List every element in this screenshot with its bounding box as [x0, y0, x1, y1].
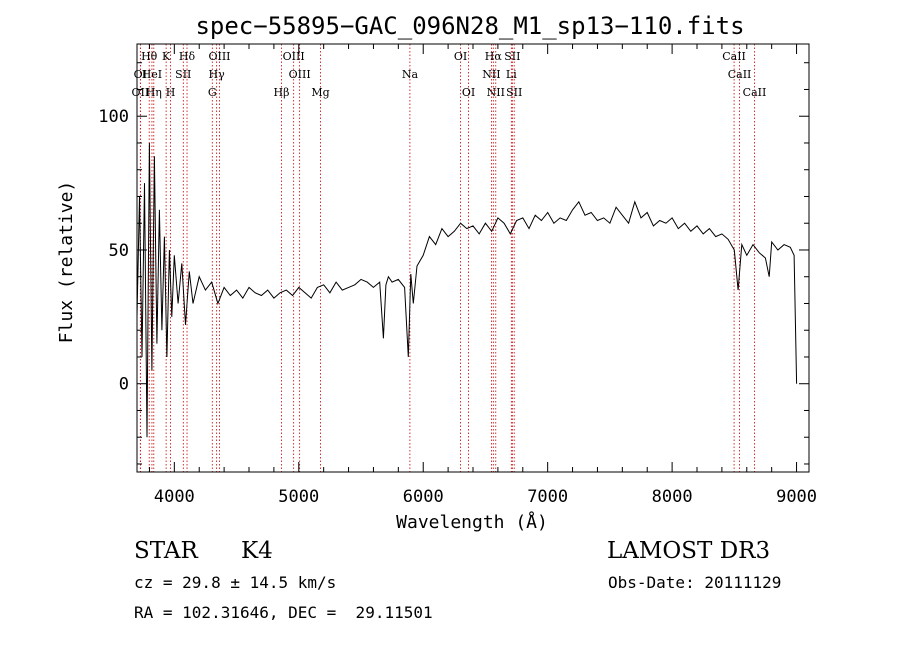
x-tick-label: 5000: [278, 487, 319, 507]
line-marker-label: CaII: [743, 86, 767, 99]
line-marker-label: Hδ: [179, 50, 196, 63]
x-tick-label: 6000: [403, 487, 444, 507]
line-marker-label: Hβ: [274, 86, 290, 99]
line-marker-label: Hθ: [141, 50, 158, 63]
line-marker-label: Hα: [485, 50, 503, 63]
line-marker-label: OI: [454, 50, 467, 63]
y-tick-label: 0: [119, 375, 129, 395]
plot-frame: [136, 43, 810, 473]
line-marker-label: SII: [175, 68, 191, 81]
x-tick-label: 7000: [527, 487, 568, 507]
line-marker-label: Li: [506, 68, 517, 81]
line-marker-label: OI: [462, 86, 475, 99]
line-marker-label: Hγ: [209, 68, 226, 81]
y-tick-label: 100: [98, 107, 129, 127]
line-marker-label: G: [208, 86, 217, 99]
x-tick-label: 4000: [154, 487, 195, 507]
line-marker-label: K: [162, 50, 171, 63]
y-tick-label: 50: [109, 241, 129, 261]
line-marker-label: OIII: [208, 50, 230, 63]
coordinates: RA = 102.31646, DEC = 29.11501: [134, 603, 433, 622]
y-axis-label: Flux (relative): [56, 181, 77, 344]
line-marker-label: NII: [487, 86, 505, 99]
redshift-velocity: cz = 29.8 ± 14.5 km/s: [134, 573, 337, 592]
object-class: STAR: [134, 538, 198, 564]
line-marker-label: HeI: [142, 68, 162, 81]
line-marker-label: Mg: [311, 86, 329, 99]
chart-title: spec−55895−GAC_096N28_M1_sp13−110.fits: [195, 12, 744, 40]
line-marker-label: H: [166, 86, 176, 99]
line-marker-label: CaII: [728, 68, 752, 81]
line-marker-label: CaII: [722, 50, 746, 63]
x-tick-label: 8000: [652, 487, 693, 507]
observation-date: Obs-Date: 20111129: [608, 573, 782, 592]
line-marker-label: Na: [402, 68, 419, 81]
x-axis-label: Wavelength (Å): [396, 511, 548, 533]
line-marker-label: OIII: [289, 68, 311, 81]
line-marker-label: NII: [482, 68, 500, 81]
line-marker-label: Hη: [146, 86, 162, 99]
x-tick-label: 9000: [776, 487, 817, 507]
line-markers: [139, 44, 755, 472]
x-axis: 4000 5000 6000 7000 8000 9000: [148, 44, 817, 507]
line-marker-label: SII: [506, 86, 522, 99]
line-marker-label: SII: [504, 50, 520, 63]
object-subclass: K4: [241, 538, 273, 564]
line-marker-label: OII: [132, 86, 150, 99]
y-axis: 0 50 100: [98, 62, 809, 465]
line-marker-label: OIII: [283, 50, 305, 63]
survey-label: LAMOST DR3: [607, 538, 771, 564]
spectrum-line: [136, 142, 798, 438]
